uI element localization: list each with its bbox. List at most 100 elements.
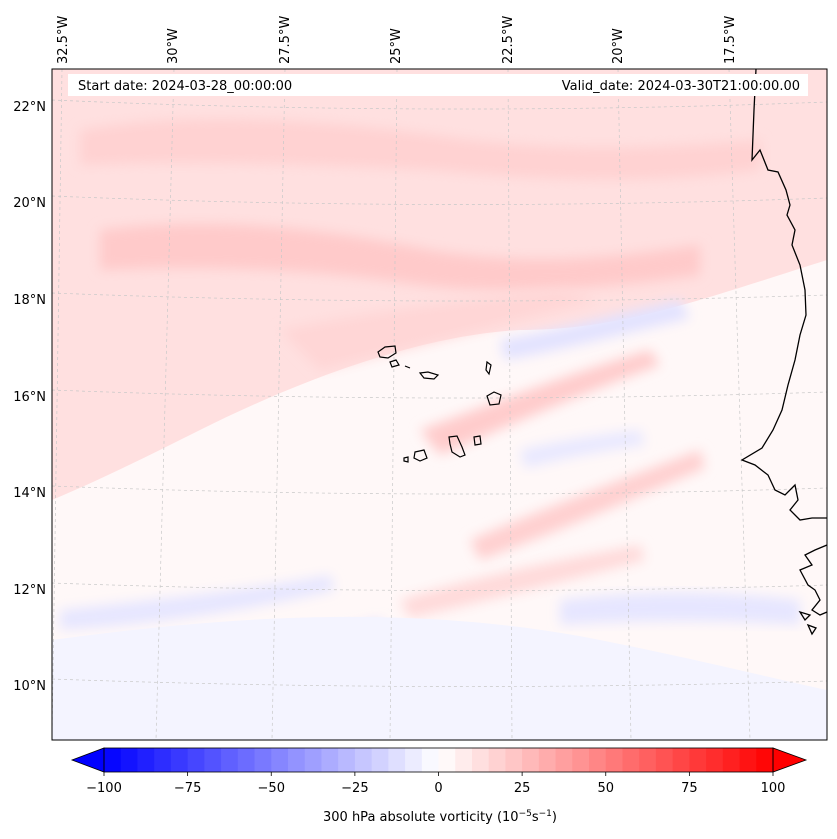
colorbar-cell	[388, 748, 406, 772]
colorbar-extend-min	[70, 747, 105, 773]
vorticity-positive-band-5	[470, 450, 705, 560]
island-santo-antao	[377, 345, 397, 359]
colorbar-cell	[287, 748, 306, 772]
colorbar-cell	[338, 748, 356, 772]
colorbar-cell	[304, 748, 323, 772]
map-panel	[51, 68, 828, 741]
colorbar-cell	[522, 748, 540, 772]
colorbar-cell	[204, 748, 222, 772]
date-banner-background	[68, 74, 808, 96]
colorbar-cell	[421, 748, 440, 772]
island-santa-luzia	[404, 365, 411, 369]
colorbar-cell	[154, 748, 172, 772]
colorbar-cell	[455, 748, 473, 772]
colorbar-cell	[471, 748, 490, 772]
guinea-islands	[798, 610, 817, 636]
colorbar-cells	[104, 748, 774, 772]
island-maio	[473, 435, 482, 446]
colorbar-cell	[739, 748, 757, 772]
longitude-label: 25°W	[389, 28, 404, 64]
vorticity-negative-band-3	[60, 575, 335, 630]
colorbar-extend-max	[772, 747, 808, 773]
gridline-lat	[52, 389, 827, 399]
island-boa-vista	[486, 391, 502, 406]
longitude-label: 30°W	[166, 28, 181, 64]
longitude-label: 27.5°W	[278, 16, 293, 64]
colorbar-cell	[655, 748, 674, 772]
colorbar-cell	[371, 748, 389, 772]
colorbar-cell	[639, 748, 657, 772]
vorticity-positive-band-4	[420, 350, 660, 455]
coastline	[740, 69, 827, 636]
gridline-lon	[155, 69, 175, 740]
colorbar-cell	[237, 748, 256, 772]
colorbar-cell	[271, 748, 289, 772]
colorbar-cell	[405, 748, 423, 772]
colorbar-cell	[555, 748, 573, 772]
colorbar-tick-label: −75	[174, 781, 201, 796]
colorbar-tick-label: 25	[514, 781, 531, 796]
colorbar-cell	[672, 748, 690, 772]
island-sao-nicolau	[418, 371, 440, 380]
island-sao-vicente	[389, 359, 400, 368]
latitude-label: 22°N	[13, 100, 46, 115]
colorbar-cell	[605, 748, 624, 772]
gridline-lat	[52, 582, 827, 591]
longitude-label: 17.5°W	[723, 16, 738, 64]
gridline-lon	[507, 69, 513, 740]
cape-verde-islands	[377, 345, 502, 463]
latitude-label: 18°N	[13, 293, 46, 308]
vorticity-positive-band-2	[100, 223, 700, 291]
gridline-lon	[617, 69, 632, 740]
colorbar-cell	[104, 748, 122, 772]
colorbar-cell	[589, 748, 607, 772]
colorbar-tick-label: 0	[434, 781, 442, 796]
colorbar-cell	[321, 748, 339, 772]
gridline-lat	[52, 195, 827, 205]
longitude-label: 20°W	[611, 28, 626, 64]
colorbar-cell	[722, 748, 741, 772]
longitude-label: 22.5°W	[501, 16, 516, 64]
colorbar-tick-label: 100	[761, 781, 786, 796]
colorbar-cell	[488, 748, 507, 772]
island-santiago	[448, 435, 466, 458]
gridline-lat	[52, 99, 827, 110]
vorticity-negative-region-south	[52, 616, 827, 740]
vorticity-field	[52, 69, 827, 740]
island-sal	[485, 360, 492, 376]
colorbar-cell	[254, 748, 272, 772]
gridline-lat	[52, 292, 827, 302]
latitude-labels: 22°N 20°N 18°N 16°N 14°N 12°N 10°N	[13, 100, 46, 694]
colorbar-tick-label: −100	[86, 781, 122, 796]
gridline-lon	[389, 69, 398, 740]
africa-coastline	[740, 69, 827, 521]
colorbar-ticks: −100 −75 −50 −25 0 25 50 75 100	[86, 772, 785, 796]
colorbar-cell	[756, 748, 774, 772]
vorticity-negative-band-1	[500, 300, 690, 360]
colorbar: −100 −75 −50 −25 0 25 50 75 100 300 hPa absolute…	[70, 747, 808, 825]
colorbar-cell	[221, 748, 239, 772]
vorticity-positive-band-6	[400, 545, 645, 618]
latitude-label: 12°N	[13, 583, 46, 598]
gridline-lat	[52, 485, 827, 495]
vorticity-negative-band-5	[520, 430, 645, 468]
vorticity-negative-band-4	[560, 592, 800, 625]
island-brava	[403, 456, 409, 463]
gridline-lon	[728, 69, 751, 740]
colorbar-cell	[706, 748, 724, 772]
colorbar-cell	[689, 748, 707, 772]
gridline-lon	[271, 69, 286, 740]
gridlines	[52, 69, 827, 740]
colorbar-tick-label: 75	[681, 781, 698, 796]
latitude-label: 16°N	[13, 390, 46, 405]
longitude-label: 32.5°W	[56, 16, 71, 64]
vorticity-positive-band-3	[280, 290, 600, 370]
colorbar-cell	[120, 748, 139, 772]
longitude-labels: 32.5°W 30°W 27.5°W 25°W 22.5°W 20°W 17.5…	[56, 16, 738, 64]
map-frame	[51, 68, 828, 741]
colorbar-cell	[137, 748, 155, 772]
colorbar-cell	[622, 748, 640, 772]
start-date-text: Start date: 2024-03-28_00:00:00	[78, 79, 292, 94]
latitude-label: 20°N	[13, 196, 46, 211]
colorbar-cell	[187, 748, 205, 772]
